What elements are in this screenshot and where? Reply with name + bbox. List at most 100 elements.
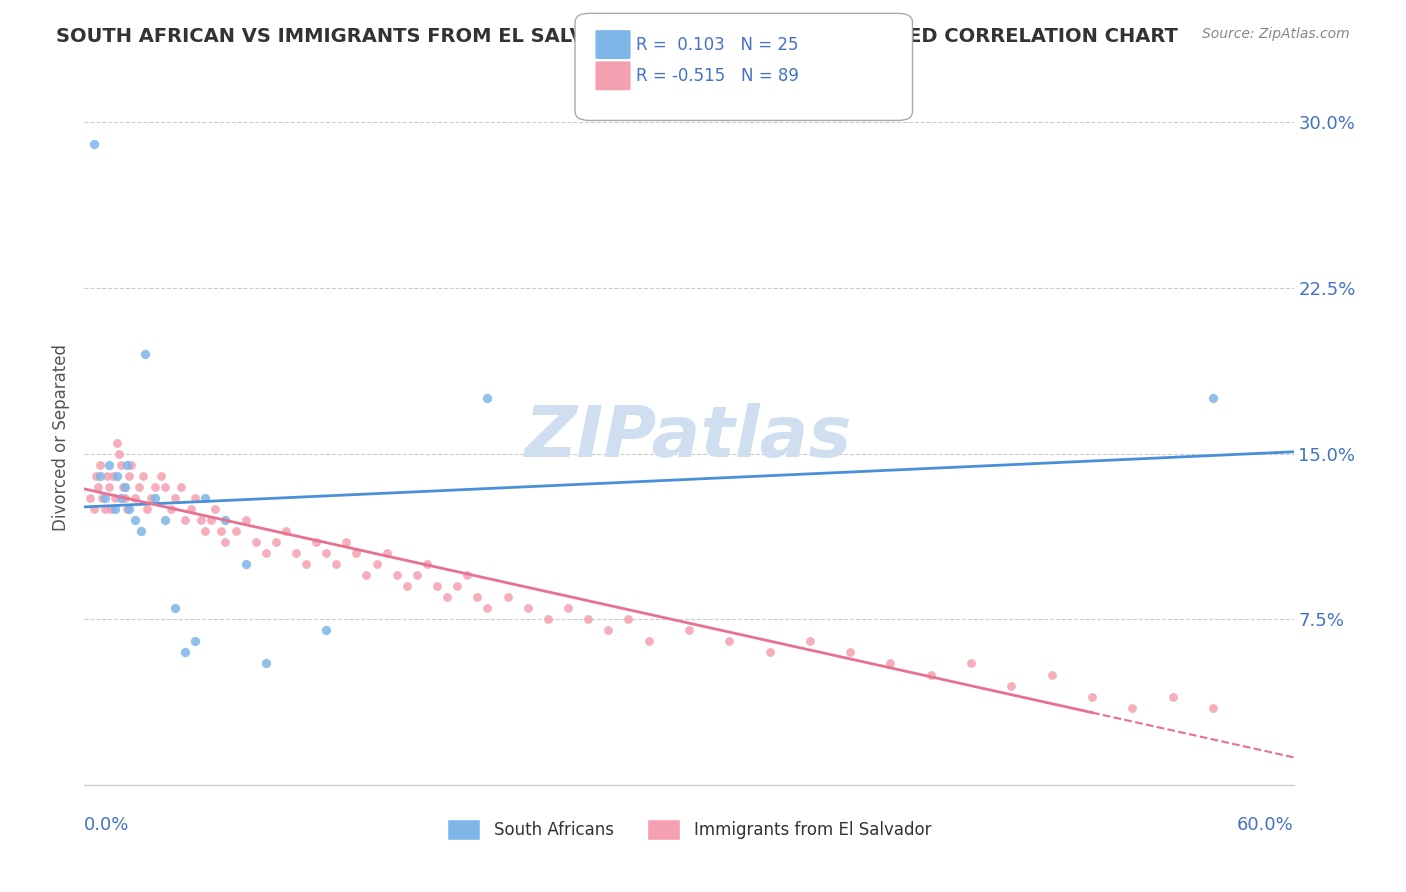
Point [91,491,114,505]
Point [111,480,134,494]
Point [305,535,328,549]
Point [1202,392,1225,406]
Point [104,501,127,516]
Point [235,557,257,571]
Point [1202,700,1225,714]
Point [406,568,429,582]
Point [170,480,193,494]
Point [225,524,247,538]
Point [134,347,156,361]
Point [315,624,337,638]
Point [1000,679,1022,693]
Point [235,513,257,527]
Point [576,612,599,626]
Point [537,612,560,626]
Point [132,468,155,483]
Point [174,645,197,659]
Text: ZIPatlas: ZIPatlas [526,402,852,472]
Point [209,524,232,538]
Point [135,501,157,516]
Point [115,458,138,472]
Point [118,468,141,483]
Point [496,591,519,605]
Text: 60.0%: 60.0% [1237,816,1294,834]
Text: SOUTH AFRICAN VS IMMIGRANTS FROM EL SALVADOR DIVORCED OR SEPARATED CORRELATION C: SOUTH AFRICAN VS IMMIGRANTS FROM EL SALV… [56,27,1178,45]
Point [153,480,176,494]
Point [467,591,489,605]
Point [139,491,162,505]
Point [1040,667,1063,681]
Point [93,501,115,516]
Point [477,392,499,406]
Point [110,491,132,505]
Point [477,601,499,615]
Point [114,480,136,494]
Text: R =  0.103   N = 25: R = 0.103 N = 25 [636,36,799,54]
Point [395,579,418,593]
Point [97,480,120,494]
Point [245,535,267,549]
Point [110,458,132,472]
Point [118,501,141,516]
Point [93,491,115,505]
Point [416,557,439,571]
Point [115,501,138,516]
Point [356,568,378,582]
Text: 0.0%: 0.0% [84,816,129,834]
Point [105,435,128,450]
Point [86,468,108,483]
Point [160,501,183,516]
Point [114,491,136,505]
Point [184,491,207,505]
Point [385,568,408,582]
Text: R = -0.515   N = 89: R = -0.515 N = 89 [636,67,799,85]
Point [120,458,142,472]
Point [97,458,120,472]
Point [143,480,166,494]
Point [637,634,659,648]
Point [96,468,118,483]
Point [426,579,449,593]
Point [375,546,398,560]
Y-axis label: Divorced or Separated: Divorced or Separated [52,343,70,531]
Point [104,491,127,505]
Point [107,447,129,461]
Point [254,657,277,671]
Point [799,634,821,648]
Text: Source: ZipAtlas.com: Source: ZipAtlas.com [1202,27,1350,41]
Point [557,601,579,615]
Point [315,546,337,560]
Point [335,535,357,549]
Point [516,601,538,615]
Point [960,657,983,671]
Point [295,557,318,571]
Point [214,513,236,527]
Point [149,468,172,483]
Point [101,468,124,483]
Point [920,667,942,681]
Point [105,468,128,483]
Point [446,579,468,593]
Point [100,501,122,516]
Point [194,524,217,538]
Point [200,513,222,527]
Point [366,557,388,571]
Point [285,546,308,560]
Point [346,546,368,560]
Point [165,601,187,615]
Point [456,568,478,582]
Point [174,513,197,527]
Point [165,491,187,505]
Point [153,513,176,527]
Point [214,535,236,549]
Legend: South Africans, Immigrants from El Salvador: South Africans, Immigrants from El Salva… [440,813,938,847]
Point [879,657,901,671]
Point [718,634,741,648]
Point [598,624,620,638]
Point [678,624,700,638]
Point [129,524,152,538]
Point [264,535,287,549]
Point [143,491,166,505]
Point [89,458,111,472]
Point [254,546,277,560]
